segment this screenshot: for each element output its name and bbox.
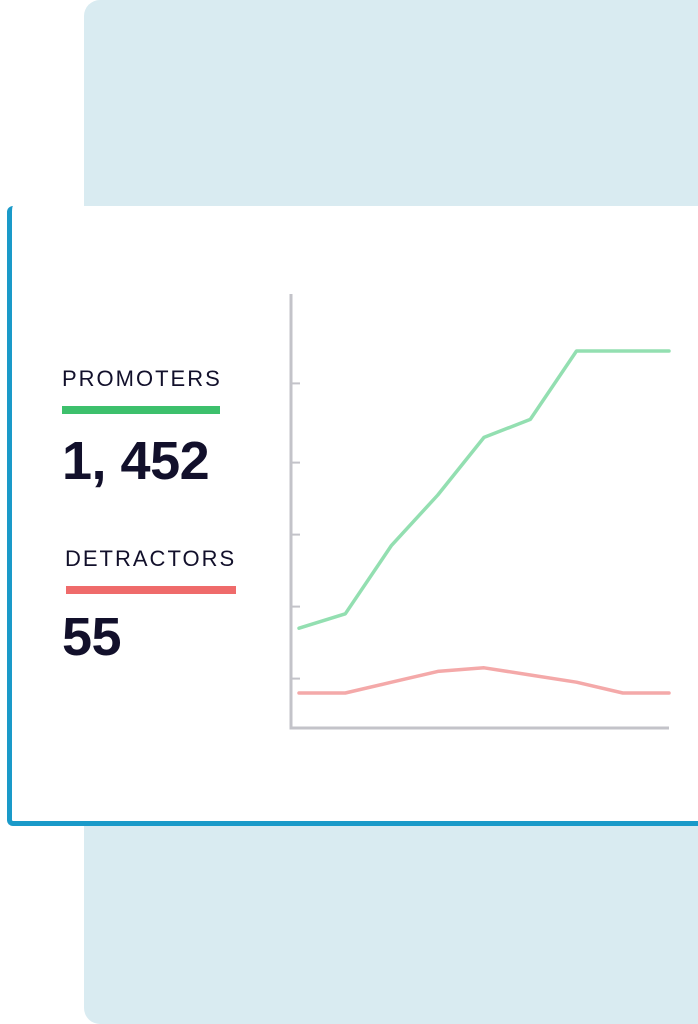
promoters-color-bar xyxy=(62,406,220,414)
promoters-label: PROMOTERS xyxy=(62,366,222,391)
detractors-label: DETRACTORS xyxy=(65,546,237,571)
promoters-value: 1, 452 xyxy=(62,431,210,491)
promoters-stat: PROMOTERS 1, 452 xyxy=(62,366,222,492)
detractors-value: 55 xyxy=(62,607,122,667)
line-chart xyxy=(289,294,671,730)
detractors-stat: DETRACTORS 55 xyxy=(62,546,237,668)
detractors-color-bar xyxy=(66,586,236,594)
detractors-line xyxy=(297,666,671,695)
promoters-line xyxy=(297,349,671,630)
nps-card: PROMOTERS 1, 452 DETRACTORS 55 xyxy=(7,206,698,826)
